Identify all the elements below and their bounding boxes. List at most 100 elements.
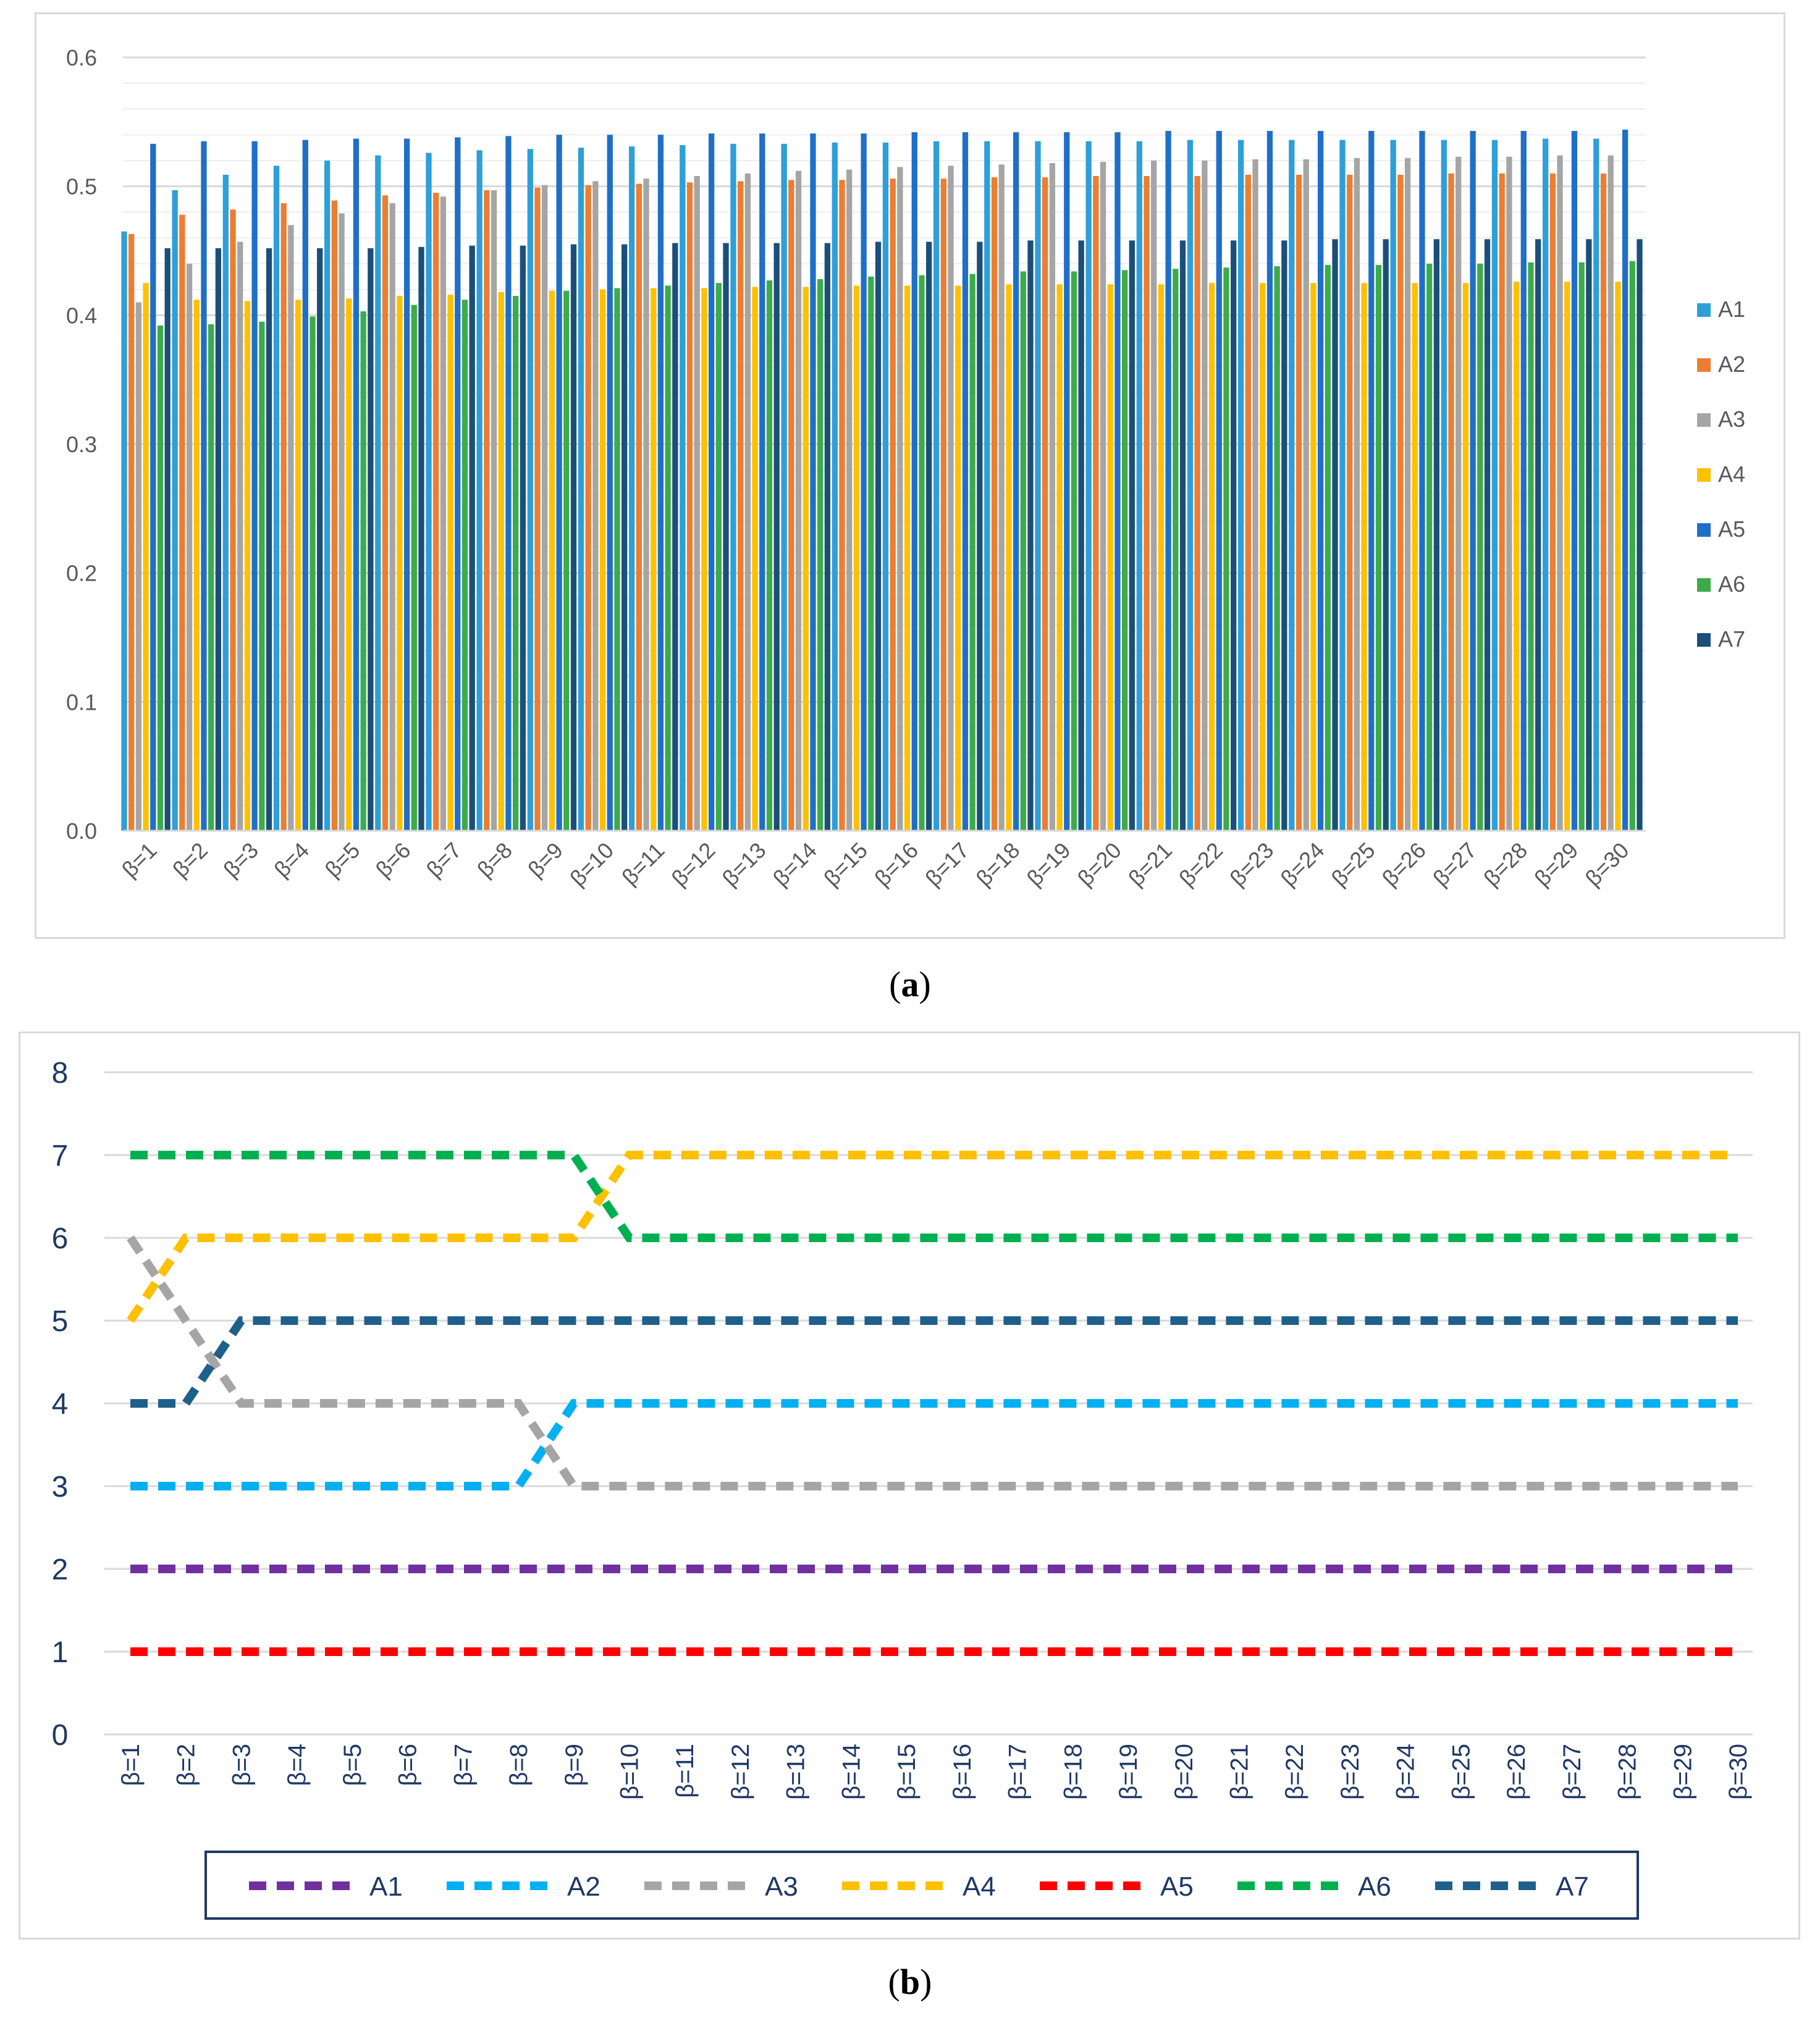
bar-a1-1 — [121, 231, 127, 831]
chart-a-y-tick-label: 0.1 — [66, 689, 97, 715]
bar-a4-25 — [1361, 283, 1367, 831]
chart-a-legend: A1 A2 A3 A4 A5 A6 A7 — [1697, 296, 1745, 652]
bar-a2-19 — [1042, 177, 1048, 831]
bar-a7-24 — [1332, 239, 1338, 831]
chart-b-x-tick-label: β=12 — [727, 1744, 754, 1800]
bar-a2-2 — [179, 214, 185, 831]
bar-a4-2 — [193, 300, 200, 831]
chart-a-x-tick-label: β=28 — [1478, 838, 1532, 891]
bar-a5-18 — [1013, 132, 1019, 831]
bar-a2-6 — [382, 195, 389, 831]
bar-a3-19 — [1049, 163, 1056, 831]
chart-a-x-tick-label: β=5 — [320, 838, 365, 883]
bar-a7-29 — [1586, 239, 1592, 831]
bar-a4-12 — [701, 288, 707, 831]
bar-a5-25 — [1368, 130, 1375, 831]
bar-a6-25 — [1375, 264, 1382, 831]
bar-a1-26 — [1390, 140, 1396, 831]
legend-b-label-a1: A1 — [369, 1872, 403, 1902]
bar-a2-15 — [839, 180, 845, 831]
bar-a3-11 — [643, 179, 649, 831]
bar-a1-24 — [1289, 140, 1295, 831]
chart-b-x-tick-label: β=22 — [1281, 1744, 1308, 1800]
bar-a1-14 — [781, 143, 787, 831]
bar-a5-5 — [353, 138, 360, 831]
chart-a-x-tick-label: β=11 — [617, 838, 669, 890]
chart-a-x-tick-label: β=20 — [1072, 838, 1126, 891]
bar-a5-28 — [1520, 130, 1527, 831]
bar-a1-12 — [680, 145, 686, 831]
bar-a3-23 — [1252, 159, 1258, 831]
bar-a2-8 — [484, 190, 490, 831]
bar-a7-18 — [1027, 240, 1034, 831]
bar-a6-30 — [1629, 261, 1635, 831]
bar-a4-23 — [1260, 283, 1266, 831]
chart-a-x-tick-label: β=27 — [1428, 838, 1481, 891]
chart-a-x-tick-label: β=10 — [565, 838, 618, 891]
chart-b-x-tick-label: β=17 — [1005, 1744, 1032, 1800]
bar-a5-14 — [810, 133, 816, 831]
bar-a4-6 — [397, 296, 403, 831]
bar-a3-17 — [948, 166, 954, 831]
bar-a2-29 — [1549, 173, 1556, 831]
chart-a-y-tick-label: 0.3 — [66, 432, 97, 457]
bar-a3-13 — [744, 173, 751, 831]
bar-a6-20 — [1122, 270, 1128, 831]
chart-a-y-tick-label: 0.4 — [66, 303, 97, 328]
bar-a5-12 — [708, 133, 715, 831]
bar-a5-4 — [302, 140, 308, 831]
chart-a-panel: 0.0 0.1 0.2 0.3 0.4 0.5 0.6 β=1 β=2 β=3 β=4 β=5 β=6 β… — [35, 12, 1785, 939]
legend-a-label-a2: A2 — [1718, 351, 1745, 377]
bar-a3-22 — [1202, 160, 1208, 831]
chart-a-x-tick-label: β=14 — [768, 838, 822, 891]
bar-a1-6 — [375, 155, 381, 831]
bar-a2-10 — [585, 185, 591, 831]
bar-a6-14 — [817, 279, 824, 831]
chart-b-y-tick-label: 8 — [52, 1057, 69, 1090]
chart-a-x-tick-label: β=9 — [523, 838, 568, 883]
chart-a-y-tick-label: 0.0 — [66, 818, 97, 844]
bar-a1-18 — [984, 141, 990, 831]
bar-a6-8 — [513, 296, 519, 831]
legend-a-swatch-a7 — [1697, 633, 1711, 647]
bar-a6-26 — [1426, 263, 1433, 831]
bar-a5-17 — [962, 132, 969, 831]
chart-b-x-tick-label: β=1 — [117, 1744, 145, 1786]
bar-a2-14 — [788, 180, 794, 831]
bar-a1-30 — [1593, 138, 1599, 831]
line-chart-b: 0 1 2 3 4 5 6 7 8 β=1 β=2 β=3 β=4 β=5 β=6 β=7 β=8 β=9 β=10… — [52, 1057, 1753, 1920]
bar-a2-5 — [331, 200, 337, 831]
bar-a4-8 — [498, 292, 504, 831]
chart-b-x-tick-label: β=6 — [395, 1744, 422, 1786]
chart-b-y-tick-label: 0 — [52, 1719, 69, 1752]
chart-b-lines — [127, 1151, 1738, 1656]
legend-b-label-a5: A5 — [1160, 1872, 1194, 1902]
bar-a7-7 — [469, 245, 475, 831]
bar-a4-1 — [143, 283, 149, 831]
line-a6 — [130, 1151, 1738, 1242]
chart-a-y-tick-label: 0.5 — [66, 174, 97, 200]
line-a7 — [130, 1316, 1738, 1408]
bar-a5-30 — [1622, 129, 1628, 831]
chart-b-legend-box — [204, 1851, 1639, 1920]
bar-a3-8 — [491, 190, 497, 831]
chart-b-x-tick-label: β=13 — [783, 1744, 810, 1800]
bar-a4-24 — [1310, 283, 1317, 831]
bar-a4-16 — [904, 285, 911, 831]
bar-a6-23 — [1274, 266, 1280, 831]
bar-a1-4 — [273, 166, 280, 831]
bar-a2-21 — [1144, 175, 1150, 831]
bar-a4-5 — [346, 298, 352, 831]
bar-a6-28 — [1528, 262, 1534, 831]
bar-a7-2 — [215, 248, 221, 831]
legend-a-swatch-a1 — [1697, 303, 1711, 317]
bar-chart-a: 0.00.10.20.30.40.50.6β=1 β=2 β=3 β=4 β=5 β=6 β… — [66, 45, 1745, 891]
chart-b-x-tick-label: β=5 — [339, 1744, 366, 1786]
bar-a4-10 — [599, 289, 606, 831]
chart-a-x-tick-label: β=8 — [472, 838, 517, 883]
legend-b-label-a7: A7 — [1556, 1872, 1589, 1902]
bar-a7-21 — [1179, 240, 1186, 831]
bar-a1-21 — [1136, 141, 1142, 831]
bar-a1-27 — [1441, 140, 1447, 831]
chart-b-y-tick-label: 2 — [52, 1553, 69, 1586]
